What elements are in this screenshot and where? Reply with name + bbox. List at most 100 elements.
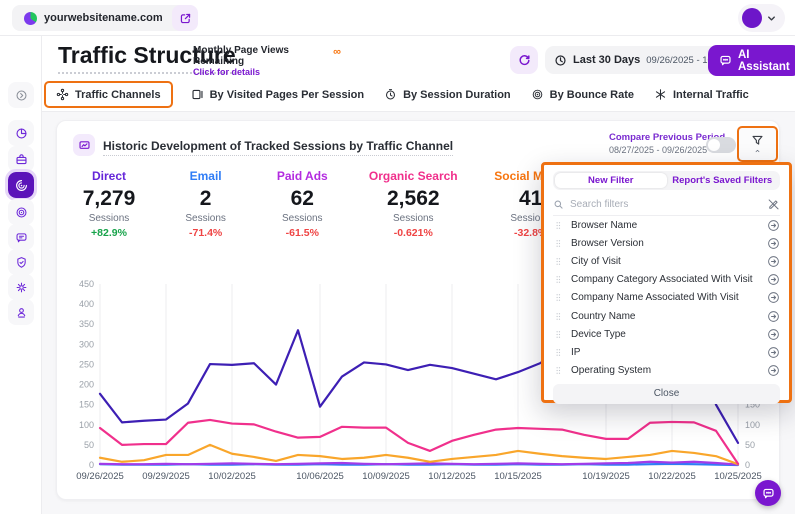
filter-item[interactable]: Operating System	[553, 362, 780, 380]
svg-text:10/09/2025: 10/09/2025	[362, 471, 410, 482]
add-filter-icon[interactable]	[767, 273, 780, 286]
add-filter-icon[interactable]	[767, 346, 780, 359]
filter-search	[553, 193, 780, 216]
tab-label: By Bounce Rate	[550, 89, 634, 101]
filter-tab-report-s-saved-filters[interactable]: Report's Saved Filters	[667, 173, 779, 188]
open-external-button[interactable]	[172, 5, 198, 31]
sidebar-item-pie-chart[interactable]	[8, 120, 34, 146]
svg-text:10/12/2025: 10/12/2025	[428, 471, 476, 482]
compare-toggle[interactable]	[706, 137, 736, 153]
filter-close-button[interactable]: Close	[553, 384, 780, 404]
stat-delta: +82.9%	[79, 227, 139, 239]
help-chat-button[interactable]	[755, 480, 781, 506]
filter-item[interactable]: City of Visit	[553, 252, 780, 270]
top-bar: yourwebsitename.com	[0, 0, 795, 36]
add-filter-icon[interactable]	[767, 310, 780, 323]
filter-item[interactable]: Browser Name	[553, 216, 780, 234]
tab-internal-traffic[interactable]: Internal Traffic	[644, 83, 759, 106]
stat-delta: -0.621%	[369, 227, 458, 239]
filter-item-label: Browser Name	[571, 220, 760, 231]
svg-text:10/25/2025: 10/25/2025	[714, 471, 762, 482]
chat-icon	[15, 231, 28, 244]
add-filter-icon[interactable]	[767, 364, 780, 377]
filter-tab-new-filter[interactable]: New Filter	[555, 173, 667, 188]
drag-handle-icon[interactable]	[553, 311, 564, 322]
drag-handle-icon[interactable]	[553, 256, 564, 267]
drag-handle-icon[interactable]	[553, 347, 564, 358]
sidebar-item-radar[interactable]	[8, 172, 34, 198]
tab-label: By Session Duration	[403, 89, 511, 101]
site-switcher[interactable]: yourwebsitename.com	[12, 5, 193, 31]
sidebar-item-target[interactable]	[8, 199, 34, 225]
svg-text:0: 0	[745, 460, 750, 470]
tab-by-bounce-rate[interactable]: By Bounce Rate	[521, 83, 644, 106]
bounce-icon	[531, 88, 544, 101]
add-filter-icon[interactable]	[767, 291, 780, 304]
add-filter-icon[interactable]	[767, 255, 780, 268]
stat-label: Email	[176, 169, 236, 183]
filter-item[interactable]: Device Type	[553, 325, 780, 343]
filter-button[interactable]	[737, 126, 778, 162]
stats-row: Direct7,279Sessions+82.9% Email2Sessions-…	[79, 169, 567, 239]
svg-text:10/22/2025: 10/22/2025	[648, 471, 696, 482]
drag-handle-icon[interactable]	[553, 292, 564, 303]
add-filter-icon[interactable]	[767, 328, 780, 341]
tab-traffic-channels[interactable]: Traffic Channels	[46, 83, 171, 106]
drag-handle-icon[interactable]	[553, 238, 564, 249]
filter-item-label: Company Name Associated With Visit	[571, 292, 760, 303]
site-name: yourwebsitename.com	[44, 12, 163, 24]
drag-handle-icon[interactable]	[553, 274, 564, 285]
drag-handle-icon[interactable]	[553, 329, 564, 340]
stat-delta: -61.5%	[272, 227, 332, 239]
add-filter-icon[interactable]	[767, 237, 780, 250]
quota-details-link[interactable]: Click for details	[193, 67, 341, 77]
sidebar-item-briefcase[interactable]	[8, 146, 34, 172]
sidebar-item-user-pin[interactable]	[8, 299, 34, 325]
hub-icon	[56, 88, 69, 101]
refresh-button[interactable]	[510, 46, 538, 74]
annotation-highlight-tab: Traffic Channels	[44, 81, 173, 108]
svg-text:0: 0	[89, 460, 94, 470]
chevron-up-icon	[753, 148, 762, 154]
compare-label: Compare Previous Period	[609, 132, 703, 143]
tab-by-session-duration[interactable]: By Session Duration	[374, 83, 521, 106]
sidebar-item-collapse[interactable]	[8, 82, 34, 108]
filter-item[interactable]: Company Category Associated With Visit	[553, 271, 780, 289]
sidebar-item-gear[interactable]	[8, 274, 34, 300]
filter-search-input[interactable]	[570, 199, 761, 210]
filter-item[interactable]: IP	[553, 343, 780, 361]
ai-assistant-button[interactable]: AI Assistant	[708, 45, 795, 76]
svg-text:400: 400	[79, 299, 94, 309]
filter-item[interactable]: Company Name Associated With Visit	[553, 289, 780, 307]
account-menu[interactable]	[738, 4, 785, 32]
drag-handle-icon[interactable]	[553, 365, 564, 376]
gear-icon	[15, 281, 28, 294]
add-filter-icon[interactable]	[767, 219, 780, 232]
sidebar-item-shield[interactable]	[8, 249, 34, 275]
clear-search-icon[interactable]	[767, 198, 780, 211]
refresh-icon	[518, 54, 531, 67]
svg-text:100: 100	[745, 420, 760, 430]
compare-range: 08/27/2025 - 09/26/2025	[609, 145, 703, 155]
pages-icon	[191, 88, 204, 101]
svg-text:50: 50	[745, 440, 755, 450]
pie-chart-icon	[15, 127, 28, 140]
filter-item-label: Country Name	[571, 311, 760, 322]
quota-value: ∞	[333, 46, 341, 58]
chart-glyph-icon	[78, 139, 91, 152]
stat-direct: Direct7,279Sessions+82.9%	[79, 169, 139, 239]
filter-item[interactable]: Browser Version	[553, 234, 780, 252]
chart-card-title: Historic Development of Tracked Sessions…	[103, 139, 453, 156]
drag-handle-icon[interactable]	[553, 220, 564, 231]
filter-item[interactable]: Country Name	[553, 307, 780, 325]
svg-text:200: 200	[79, 380, 94, 390]
collapse-icon	[15, 89, 28, 102]
stat-email: Email2Sessions-71.4%	[176, 169, 236, 239]
clock-icon	[554, 54, 567, 67]
sidebar-item-chat[interactable]	[8, 224, 34, 250]
tab-by-visited-pages-per-session[interactable]: By Visited Pages Per Session	[181, 83, 374, 106]
svg-text:450: 450	[79, 279, 94, 289]
tab-label: Traffic Channels	[75, 89, 161, 101]
chat-bubble-icon	[762, 487, 775, 500]
svg-text:09/26/2025: 09/26/2025	[76, 471, 124, 482]
